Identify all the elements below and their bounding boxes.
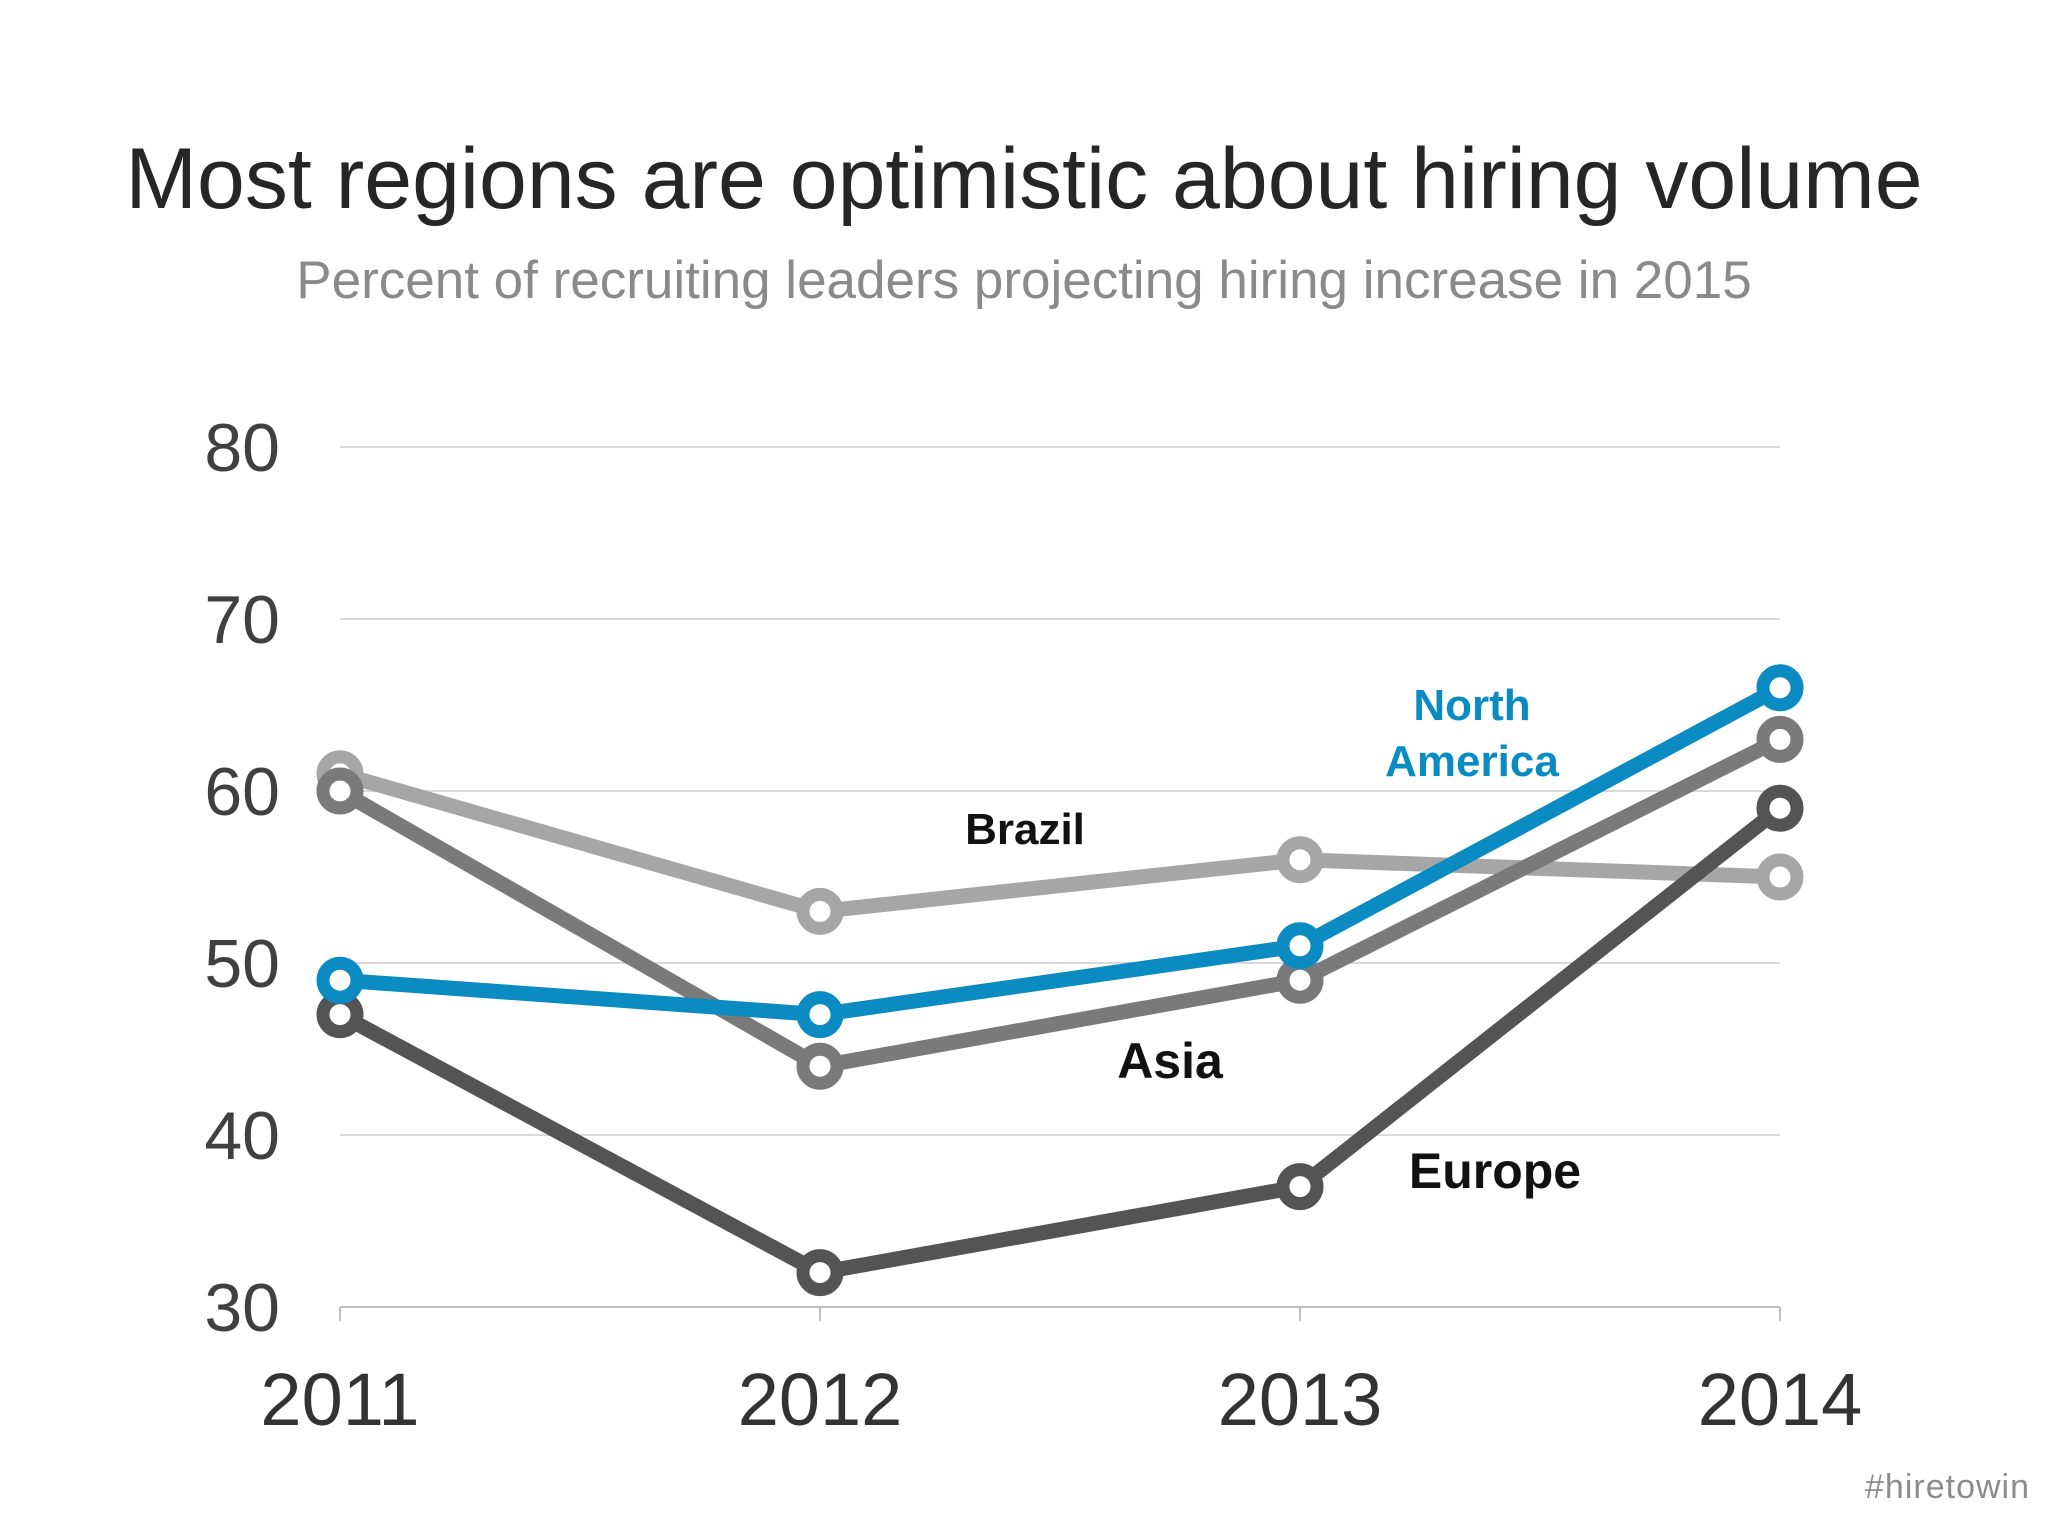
hashtag-label: #hiretowin [1865,1468,2030,1506]
series-line-asia [332,731,1788,1074]
series-line-north-america [332,680,1788,1023]
series-line-europe [332,800,1788,1281]
series-label-asia: Asia [1117,1033,1224,1089]
y-tick-label-80: 80 [204,410,280,486]
y-tick-label-50: 50 [204,926,280,1002]
data-point-north-america-2012 [796,991,844,1039]
x-tick-label-2012: 2012 [738,1358,903,1441]
data-point-brazil-2014 [1756,853,1804,901]
gridlines [340,446,1780,1136]
data-point-europe-2014 [1756,784,1804,832]
x-tick-label-2013: 2013 [1218,1358,1383,1441]
x-tick-label-2011: 2011 [260,1358,419,1441]
chart-title: Most regions are optimistic about hiring… [125,131,1923,227]
series-label-europe: Europe [1409,1143,1581,1199]
series-line-brazil [332,766,1788,919]
x-axis-ticks: 2011 2012 2013 2014 [260,1358,1862,1441]
data-point-asia-2012 [796,1042,844,1090]
series-label-north-america-line-1: North [1413,681,1530,730]
series-label-north-america-line-2: America [1385,737,1559,786]
data-point-north-america-2011 [316,956,364,1004]
data-point-north-america-2013 [1276,922,1324,970]
y-tick-label-70: 70 [204,582,280,658]
data-point-brazil-2012 [796,887,844,935]
y-tick-label-40: 40 [204,1098,280,1174]
series-label-north-america: North America [1385,681,1559,786]
y-axis-ticks: 30 40 50 60 70 80 [204,410,280,1346]
data-point-asia-2014 [1756,715,1804,763]
data-point-europe-2013 [1276,1163,1324,1211]
data-point-north-america-2014 [1756,664,1804,712]
data-point-asia-2011 [316,767,364,815]
x-axis [339,1306,1781,1321]
data-point-brazil-2013 [1276,836,1324,884]
x-tick-label-2014: 2014 [1698,1358,1863,1441]
series-label-brazil: Brazil [965,805,1085,854]
y-tick-label-60: 60 [204,754,280,830]
series-lines [316,664,1804,1297]
data-point-europe-2012 [796,1249,844,1297]
series-labels: Brazil Asia Europe North America [965,681,1581,1199]
y-tick-label-30: 30 [204,1270,280,1346]
chart-subtitle: Percent of recruiting leaders projecting… [296,251,1752,310]
